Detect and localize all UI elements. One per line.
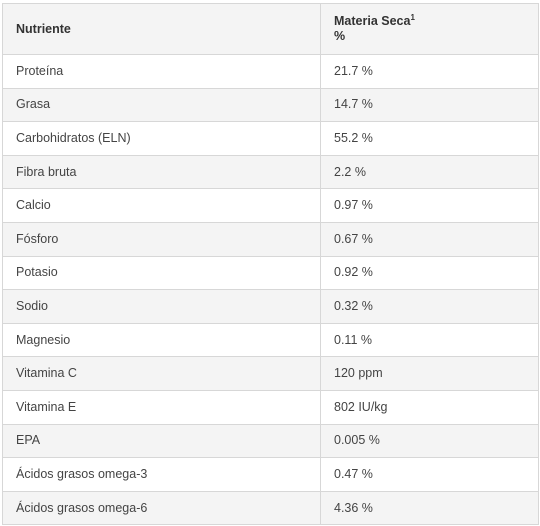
nutrient-name: Magnesio xyxy=(2,322,321,358)
nutrient-value: 2.2 % xyxy=(320,154,539,190)
nutrient-value: 14.7 % xyxy=(320,87,539,123)
table-row: Fósforo 0.67 % xyxy=(2,221,539,257)
nutrient-value: 802 IU/kg xyxy=(320,389,539,425)
nutrient-name: Fósforo xyxy=(2,221,321,257)
nutrient-name: Proteína xyxy=(2,54,321,89)
nutrient-value: 0.47 % xyxy=(320,457,539,492)
header-nutrient: Nutriente xyxy=(2,3,321,55)
table-row: Carbohidratos (ELN) 55.2 % xyxy=(2,121,539,156)
nutrient-value: 4.36 % xyxy=(320,490,539,526)
nutrient-value: 0.11 % xyxy=(320,322,539,358)
table-row: Magnesio 0.11 % xyxy=(2,322,539,358)
nutrient-name: Calcio xyxy=(2,188,321,223)
table-row: Proteína 21.7 % xyxy=(2,54,539,89)
header-dry-matter-label: Materia Seca xyxy=(334,14,411,28)
header-dry-matter: Materia Seca1 % xyxy=(320,3,539,55)
table-row: Ácidos grasos omega-3 0.47 % xyxy=(2,457,539,492)
nutrient-name: Ácidos grasos omega-3 xyxy=(2,457,321,492)
table-row: Vitamina E 802 IU/kg xyxy=(2,389,539,425)
nutrient-name: Fibra bruta xyxy=(2,154,321,190)
nutrient-value: 0.92 % xyxy=(320,255,539,291)
nutrient-name: Vitamina E xyxy=(2,389,321,425)
nutrient-value: 0.67 % xyxy=(320,221,539,257)
nutrient-table: Nutriente Materia Seca1 % Proteína 21.7 … xyxy=(2,3,539,526)
nutrient-value: 0.005 % xyxy=(320,423,539,459)
header-dry-matter-unit: % xyxy=(334,29,346,43)
table-body: Proteína 21.7 % Grasa 14.7 % Carbohidrat… xyxy=(2,54,539,526)
header-footnote-marker: 1 xyxy=(410,12,415,22)
nutrient-name: Ácidos grasos omega-6 xyxy=(2,490,321,526)
table-row: Potasio 0.92 % xyxy=(2,255,539,291)
nutrient-name: Carbohidratos (ELN) xyxy=(2,121,321,156)
table-row: Grasa 14.7 % xyxy=(2,87,539,123)
header-row: Nutriente Materia Seca1 % xyxy=(2,3,539,55)
nutrient-name: EPA xyxy=(2,423,321,459)
nutrient-value: 55.2 % xyxy=(320,121,539,156)
nutrient-value: 0.32 % xyxy=(320,289,539,324)
nutrient-name: Grasa xyxy=(2,87,321,123)
nutrient-name: Vitamina C xyxy=(2,356,321,391)
table-row: Fibra bruta 2.2 % xyxy=(2,154,539,190)
nutrient-value: 21.7 % xyxy=(320,54,539,89)
nutrient-value: 120 ppm xyxy=(320,356,539,391)
nutrient-name: Sodio xyxy=(2,289,321,324)
nutrient-name: Potasio xyxy=(2,255,321,291)
table-row: EPA 0.005 % xyxy=(2,423,539,459)
table-header: Nutriente Materia Seca1 % xyxy=(2,3,539,55)
table-row: Sodio 0.32 % xyxy=(2,289,539,324)
table-row: Vitamina C 120 ppm xyxy=(2,356,539,391)
table-row: Ácidos grasos omega-6 4.36 % xyxy=(2,490,539,526)
nutrient-value: 0.97 % xyxy=(320,188,539,223)
table-row: Calcio 0.97 % xyxy=(2,188,539,223)
